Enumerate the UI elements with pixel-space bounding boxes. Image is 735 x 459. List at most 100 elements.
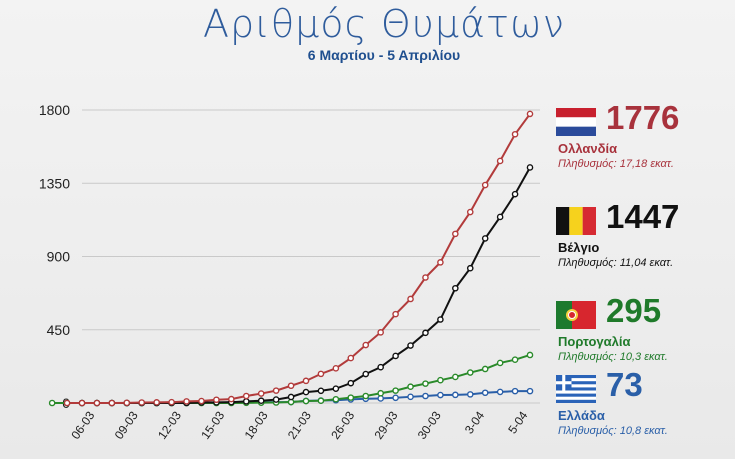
greece-flag-icon bbox=[556, 375, 596, 403]
data-point bbox=[377, 389, 384, 397]
netherlands-flag-icon bbox=[556, 108, 596, 136]
data-point bbox=[526, 164, 534, 171]
legend-country: Ελλάδα bbox=[558, 408, 605, 423]
legend-value: 73 bbox=[606, 366, 643, 403]
portugal-flag-icon bbox=[556, 301, 596, 329]
data-point bbox=[466, 264, 474, 272]
belgium-flag-icon bbox=[556, 207, 596, 235]
data-point bbox=[466, 391, 474, 398]
data-point bbox=[347, 379, 355, 387]
x-tick-label: 3-04 bbox=[462, 408, 487, 436]
data-point bbox=[392, 352, 399, 360]
data-point bbox=[198, 397, 205, 405]
legend-population: Πληθυσμός: 17,18 εκατ. bbox=[558, 158, 674, 170]
x-tick-label: 21-03 bbox=[285, 408, 314, 441]
series-line-0 bbox=[67, 113, 531, 404]
data-point bbox=[481, 365, 489, 373]
data-point bbox=[437, 259, 444, 266]
data-point bbox=[183, 398, 190, 405]
legend-country: Ολλανδία bbox=[558, 141, 618, 156]
x-tick-label: 15-03 bbox=[198, 408, 227, 441]
data-point bbox=[332, 365, 340, 372]
data-point bbox=[407, 342, 414, 349]
data-point bbox=[272, 396, 280, 403]
data-point bbox=[496, 213, 504, 221]
data-point bbox=[108, 399, 116, 407]
data-point bbox=[511, 387, 519, 395]
data-point bbox=[466, 369, 474, 376]
data-point bbox=[511, 130, 519, 138]
data-point bbox=[228, 395, 235, 403]
data-point bbox=[452, 373, 459, 381]
x-tick-label: 09-03 bbox=[112, 408, 141, 441]
y-tick-label: 1350 bbox=[39, 175, 70, 191]
data-point bbox=[437, 316, 444, 323]
data-point bbox=[496, 359, 504, 367]
legend-population: Πληθυσμός: 10,3 εκατ. bbox=[558, 351, 668, 363]
x-tick-label: 5-04 bbox=[505, 408, 530, 436]
chart-subtitle: 6 Μαρτίου - 5 Απριλίου bbox=[307, 47, 461, 63]
data-point bbox=[302, 397, 310, 405]
data-point bbox=[466, 208, 474, 216]
y-tick-label: 900 bbox=[47, 249, 71, 265]
data-point bbox=[377, 395, 384, 402]
data-point bbox=[257, 390, 265, 397]
legend-population: Πληθυσμός: 10,8 εκατ. bbox=[558, 425, 668, 437]
legend-population: Πληθυσμός: 11,04 εκατ. bbox=[558, 257, 674, 269]
data-point bbox=[526, 110, 534, 118]
data-point bbox=[422, 392, 429, 400]
legend-value: 1776 bbox=[606, 99, 680, 136]
data-point bbox=[213, 396, 220, 404]
x-tick-label: 29-03 bbox=[371, 408, 400, 441]
data-point bbox=[287, 382, 295, 390]
data-point bbox=[362, 341, 370, 349]
legend-country: Βέλγιο bbox=[558, 240, 600, 255]
data-point bbox=[242, 398, 250, 405]
data-point bbox=[317, 387, 325, 395]
x-tick-label: 06-03 bbox=[68, 408, 97, 441]
data-point bbox=[481, 235, 489, 242]
data-point bbox=[437, 391, 444, 399]
data-point bbox=[437, 376, 444, 384]
legend-value: 1447 bbox=[606, 198, 680, 235]
y-tick-label: 450 bbox=[47, 322, 71, 338]
data-point bbox=[496, 388, 504, 396]
data-point bbox=[526, 387, 534, 395]
data-point bbox=[168, 398, 175, 406]
data-point bbox=[377, 329, 384, 336]
data-point bbox=[422, 329, 429, 337]
data-point bbox=[422, 274, 429, 281]
data-point bbox=[452, 284, 459, 292]
data-point bbox=[377, 363, 384, 371]
data-point bbox=[242, 392, 250, 400]
x-tick-label: 12-03 bbox=[155, 408, 184, 441]
data-point bbox=[392, 387, 399, 394]
data-point bbox=[123, 399, 131, 407]
data-point bbox=[93, 399, 101, 407]
data-point bbox=[392, 310, 399, 318]
data-point bbox=[257, 397, 265, 405]
data-point bbox=[511, 356, 519, 364]
data-point bbox=[302, 377, 310, 385]
chart-title: Αριθμός Θυμάτων bbox=[203, 2, 565, 46]
data-point bbox=[153, 399, 160, 406]
data-point bbox=[332, 395, 340, 403]
data-point bbox=[78, 399, 86, 407]
data-point bbox=[63, 399, 71, 407]
data-point bbox=[481, 389, 489, 397]
data-point bbox=[272, 387, 280, 394]
data-point bbox=[302, 388, 310, 396]
data-point bbox=[392, 394, 399, 402]
y-tick-label: 1800 bbox=[39, 102, 70, 118]
data-point bbox=[138, 399, 146, 406]
data-point bbox=[526, 351, 534, 359]
data-point bbox=[332, 385, 340, 392]
data-point bbox=[422, 380, 429, 387]
data-point bbox=[407, 383, 414, 391]
data-point bbox=[317, 397, 325, 405]
data-point bbox=[481, 181, 489, 189]
x-tick-label: 30-03 bbox=[415, 408, 444, 441]
data-point bbox=[452, 230, 459, 238]
data-point bbox=[317, 370, 325, 378]
